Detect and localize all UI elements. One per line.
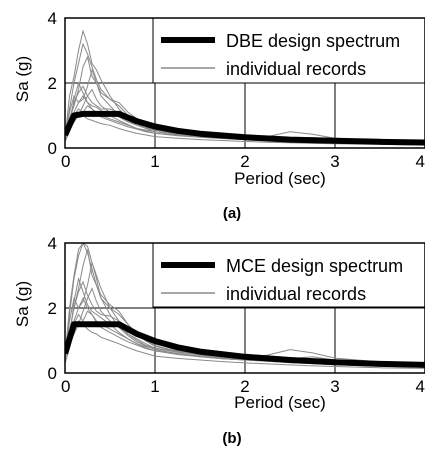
y-tick-label: 0 xyxy=(48,139,57,158)
panel-label: (a) xyxy=(223,205,241,222)
x-tick-label: 1 xyxy=(150,377,159,396)
legend-records-label: individual records xyxy=(226,284,366,304)
y-axis-label: Sa (g) xyxy=(13,281,32,327)
x-tick-label: 0 xyxy=(61,152,70,171)
legend-box xyxy=(152,17,425,84)
panel-b: MCE design spectrum individual records 0 1 2… xyxy=(13,234,425,447)
panel-a: DBE design spectrum individual records 0 1 2… xyxy=(13,9,425,222)
x-axis-label: Period (sec) xyxy=(234,393,326,412)
x-tick-label: 3 xyxy=(330,152,339,171)
y-axis-label: Sa (g) xyxy=(13,56,32,102)
x-tick-label: 2 xyxy=(240,152,249,171)
legend-design-label: MCE design spectrum xyxy=(226,256,403,276)
x-tick-label: 1 xyxy=(150,152,159,171)
legend-design-label: DBE design spectrum xyxy=(226,31,400,51)
plot-area xyxy=(65,243,425,369)
x-tick-label: 3 xyxy=(330,377,339,396)
y-tick-label: 4 xyxy=(48,234,57,253)
legend-records-label: individual records xyxy=(226,59,366,79)
y-tick-label: 2 xyxy=(48,299,57,318)
panel-label: (b) xyxy=(222,430,241,447)
x-tick-label: 0 xyxy=(61,377,70,396)
y-tick-label: 2 xyxy=(48,74,57,93)
plot-area xyxy=(65,29,425,146)
record-line-6 xyxy=(65,88,425,143)
record-line-6 xyxy=(65,287,425,365)
design-spectrum-line xyxy=(65,321,425,368)
x-tick-label: 4 xyxy=(416,377,425,396)
design-spectrum-line xyxy=(65,110,425,146)
x-tick-label: 2 xyxy=(240,377,249,396)
x-tick-label: 4 xyxy=(416,152,425,171)
y-tick-label: 0 xyxy=(48,364,57,383)
y-tick-label: 4 xyxy=(48,9,57,28)
legend-box xyxy=(152,242,425,308)
x-axis-label: Period (sec) xyxy=(234,169,326,188)
